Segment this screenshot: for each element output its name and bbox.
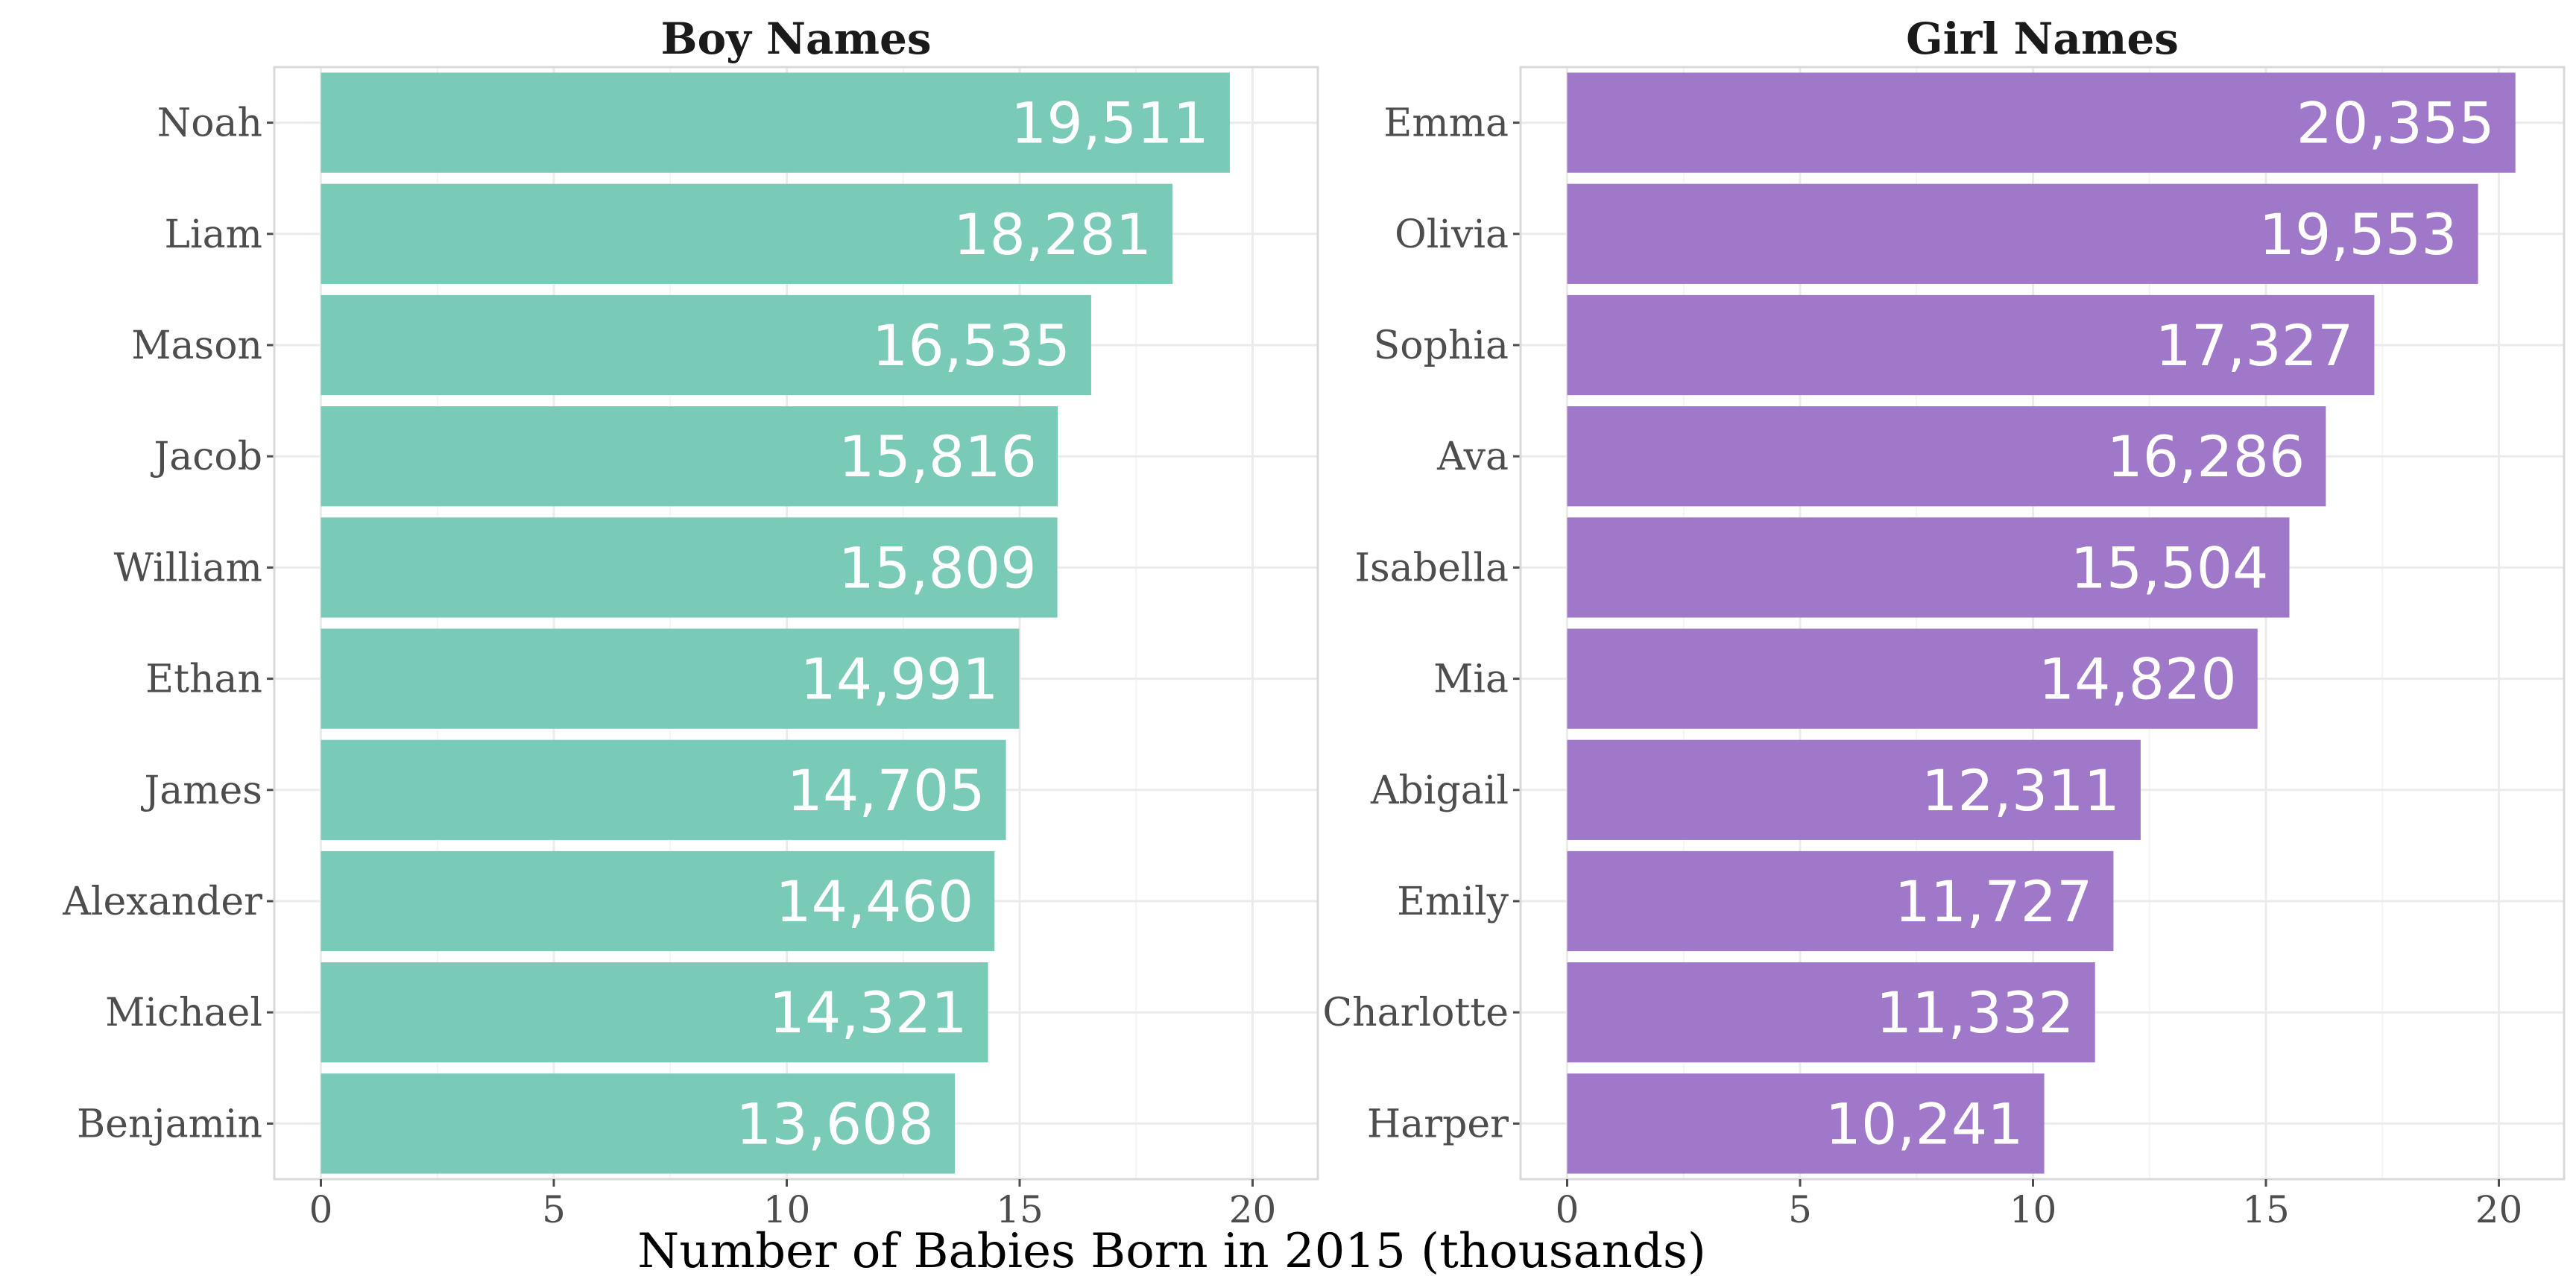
x-tick-label: 0 [309, 1188, 333, 1231]
value-label-ethan: 14,991 [801, 646, 999, 713]
value-label-mia: 14,820 [2039, 646, 2237, 713]
bar-james [321, 739, 1006, 840]
bar-benjamin [321, 1073, 955, 1174]
x-tick-label: 10 [2010, 1188, 2057, 1231]
category-label-harper: Harper [1367, 1102, 1509, 1146]
bar-ava [1567, 406, 2326, 507]
value-label-benjamin: 13,608 [736, 1090, 934, 1157]
value-label-abigail: 12,311 [1922, 757, 2120, 824]
value-label-charlotte: 11,332 [1876, 979, 2074, 1046]
value-label-michael: 14,321 [769, 979, 967, 1046]
category-label-liam: Liam [165, 212, 262, 257]
x-tick-label: 15 [2242, 1188, 2290, 1231]
value-label-mason: 16,535 [872, 312, 1070, 379]
category-label-james: James [140, 768, 262, 813]
x-tick-label: 5 [542, 1188, 566, 1231]
value-label-emily: 11,727 [1895, 868, 2093, 935]
bar-mason [321, 294, 1091, 396]
panel-border [1519, 66, 2566, 1181]
category-label-michael: Michael [105, 991, 262, 1035]
bar-liam [321, 183, 1173, 284]
value-label-isabella: 15,504 [2071, 534, 2269, 601]
panel-title: Boy Names [660, 13, 931, 64]
bar-michael [321, 962, 988, 1063]
value-label-liam: 18,281 [953, 201, 1152, 268]
category-label-noah: Noah [157, 101, 262, 146]
bar-emily [1567, 850, 2114, 952]
category-label-emma: Emma [1383, 101, 1509, 146]
category-label-ava: Ava [1436, 435, 1509, 479]
x-tick-label: 15 [996, 1188, 1044, 1231]
value-label-william: 15,809 [839, 534, 1037, 601]
x-tick-label: 5 [1788, 1188, 1812, 1231]
value-label-james: 14,705 [787, 757, 985, 824]
category-label-olivia: Olivia [1395, 212, 1509, 257]
value-label-emma: 20,355 [2296, 90, 2495, 157]
bar-jacob [321, 406, 1058, 507]
bar-sophia [1567, 294, 2375, 396]
value-label-alexander: 14,460 [775, 868, 973, 935]
panel-border [273, 66, 1319, 1181]
category-label-emily: Emily [1397, 880, 1509, 924]
value-label-noah: 19,511 [1011, 90, 1209, 157]
bar-emma [1567, 72, 2516, 173]
x-tick-label: 20 [2475, 1188, 2523, 1231]
value-label-ava: 16,286 [2106, 423, 2305, 490]
category-label-mia: Mia [1433, 657, 1509, 702]
panel-title: Girl Names [1906, 13, 2179, 64]
value-label-sophia: 17,327 [2156, 312, 2354, 379]
value-label-jacob: 15,816 [839, 423, 1037, 490]
bar-olivia [1567, 183, 2478, 284]
category-label-alexander: Alexander [62, 880, 262, 924]
category-label-benjamin: Benjamin [77, 1102, 262, 1146]
category-label-isabella: Isabella [1354, 546, 1509, 590]
bar-abigail [1567, 739, 2141, 840]
category-label-charlotte: Charlotte [1322, 991, 1509, 1035]
bar-william [321, 517, 1058, 618]
category-label-william: William [114, 546, 262, 590]
bar-ethan [321, 628, 1020, 729]
x-axis-title: Number of Babies Born in 2015 (thousands… [637, 1224, 1706, 1279]
panel-girl-names: 20,355 Emma 19,553 Olivia 17,327 Sophia 16,286… [1322, 13, 2566, 1231]
chart-panels: 19,511 Noah 18,281 Liam 16,535 Mason 15,816 Jac… [62, 13, 2566, 1231]
bar-isabella [1567, 517, 2290, 618]
category-label-ethan: Ethan [145, 657, 262, 702]
category-label-mason: Mason [131, 323, 262, 368]
bar-harper [1567, 1073, 2045, 1174]
bar-mia [1567, 628, 2258, 729]
bar-alexander [321, 850, 995, 952]
category-label-jacob: Jacob [150, 435, 262, 479]
x-tick-label: 10 [763, 1188, 811, 1231]
bar-charlotte [1567, 962, 2095, 1063]
value-label-harper: 10,241 [1825, 1090, 2024, 1157]
category-label-abigail: Abigail [1370, 768, 1509, 813]
bar-noah [321, 72, 1230, 173]
value-label-olivia: 19,553 [2259, 201, 2457, 268]
x-tick-label: 0 [1556, 1188, 1579, 1231]
panel-boy-names: 19,511 Noah 18,281 Liam 16,535 Mason 15,816 Jac… [62, 13, 1319, 1231]
category-label-sophia: Sophia [1374, 323, 1509, 368]
x-tick-label: 20 [1229, 1188, 1277, 1231]
